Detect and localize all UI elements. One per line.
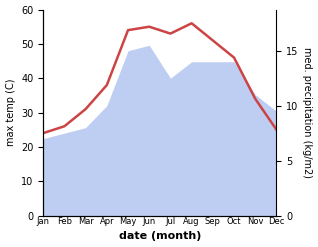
Y-axis label: max temp (C): max temp (C) bbox=[5, 79, 16, 146]
X-axis label: date (month): date (month) bbox=[119, 231, 201, 242]
Y-axis label: med. precipitation (kg/m2): med. precipitation (kg/m2) bbox=[302, 47, 313, 178]
